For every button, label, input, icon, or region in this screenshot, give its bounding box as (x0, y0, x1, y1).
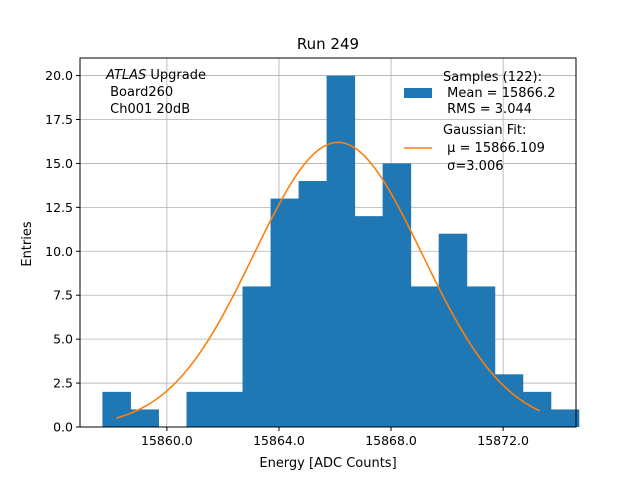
y-tick-label: 0.0 (53, 420, 73, 435)
annotation-line-2: Board260 (106, 85, 173, 100)
histogram-bars (102, 75, 580, 428)
legend-histogram-line-1: Samples (122): (443, 70, 542, 85)
gaussian-fit-curve (116, 141, 540, 419)
y-tick-label: 17.5 (45, 112, 73, 127)
y-tick-label: 2.5 (53, 376, 73, 391)
x-axis-label: Energy [ADC Counts] (259, 456, 396, 471)
histogram-bar (214, 391, 244, 427)
y-tick-label: 10.0 (45, 244, 73, 259)
histogram-bar (382, 163, 412, 427)
annotation-atlas: ATLAS (105, 68, 146, 83)
annotation-line-3: Ch001 20dB (106, 102, 190, 117)
histogram-bar (102, 391, 131, 427)
atlas-annotation: ATLAS Upgrade Board260 Ch001 20dB (105, 68, 206, 117)
legend-fit-line-3: σ=3.006 (443, 159, 503, 174)
y-tick-label: 7.5 (53, 288, 73, 303)
histogram-bar (242, 286, 272, 427)
legend-histogram-line-3: RMS = 3.044 (443, 102, 532, 117)
fit-line (116, 141, 540, 419)
histogram-bar (466, 286, 496, 427)
histogram-bar (130, 409, 159, 427)
histogram-bar (186, 391, 216, 427)
histogram-bar (550, 409, 580, 427)
x-tick-label: 15860.0 (141, 433, 193, 448)
y-axis-label: Entries (20, 221, 35, 267)
legend-fit-line-2: μ = 15866.109 (443, 141, 545, 156)
x-tick-label: 15868.0 (365, 433, 417, 448)
histogram-bar (494, 374, 524, 427)
legend: Samples (122): Mean = 15866.2 RMS = 3.04… (404, 70, 555, 174)
histogram-bar (354, 216, 384, 427)
histogram-bar (326, 75, 356, 428)
histogram-bar (298, 181, 328, 427)
histogram-bar (438, 233, 468, 427)
y-tick-label: 20.0 (45, 68, 73, 83)
chart-title: Run 249 (297, 35, 359, 53)
annotation-upgrade: Upgrade (146, 68, 206, 83)
legend-fit-line-1: Gaussian Fit: (443, 123, 526, 138)
legend-histogram-swatch (404, 88, 432, 98)
y-tick-label: 5.0 (53, 332, 73, 347)
histogram-bar (410, 286, 440, 427)
annotation-line-1: ATLAS Upgrade (105, 68, 206, 83)
x-tick-label: 15864.0 (253, 433, 305, 448)
y-tick-label: 12.5 (45, 200, 73, 215)
x-tick-label: 15872.0 (477, 433, 529, 448)
y-tick-label: 15.0 (45, 156, 73, 171)
axis-ticks: 15860.0 15864.0 15868.0 15872.0 0.0 2.5 5.0 7.5… (45, 68, 529, 448)
histogram-bar (270, 198, 300, 427)
legend-histogram-line-2: Mean = 15866.2 (443, 86, 555, 101)
plot-frame (79, 57, 577, 428)
